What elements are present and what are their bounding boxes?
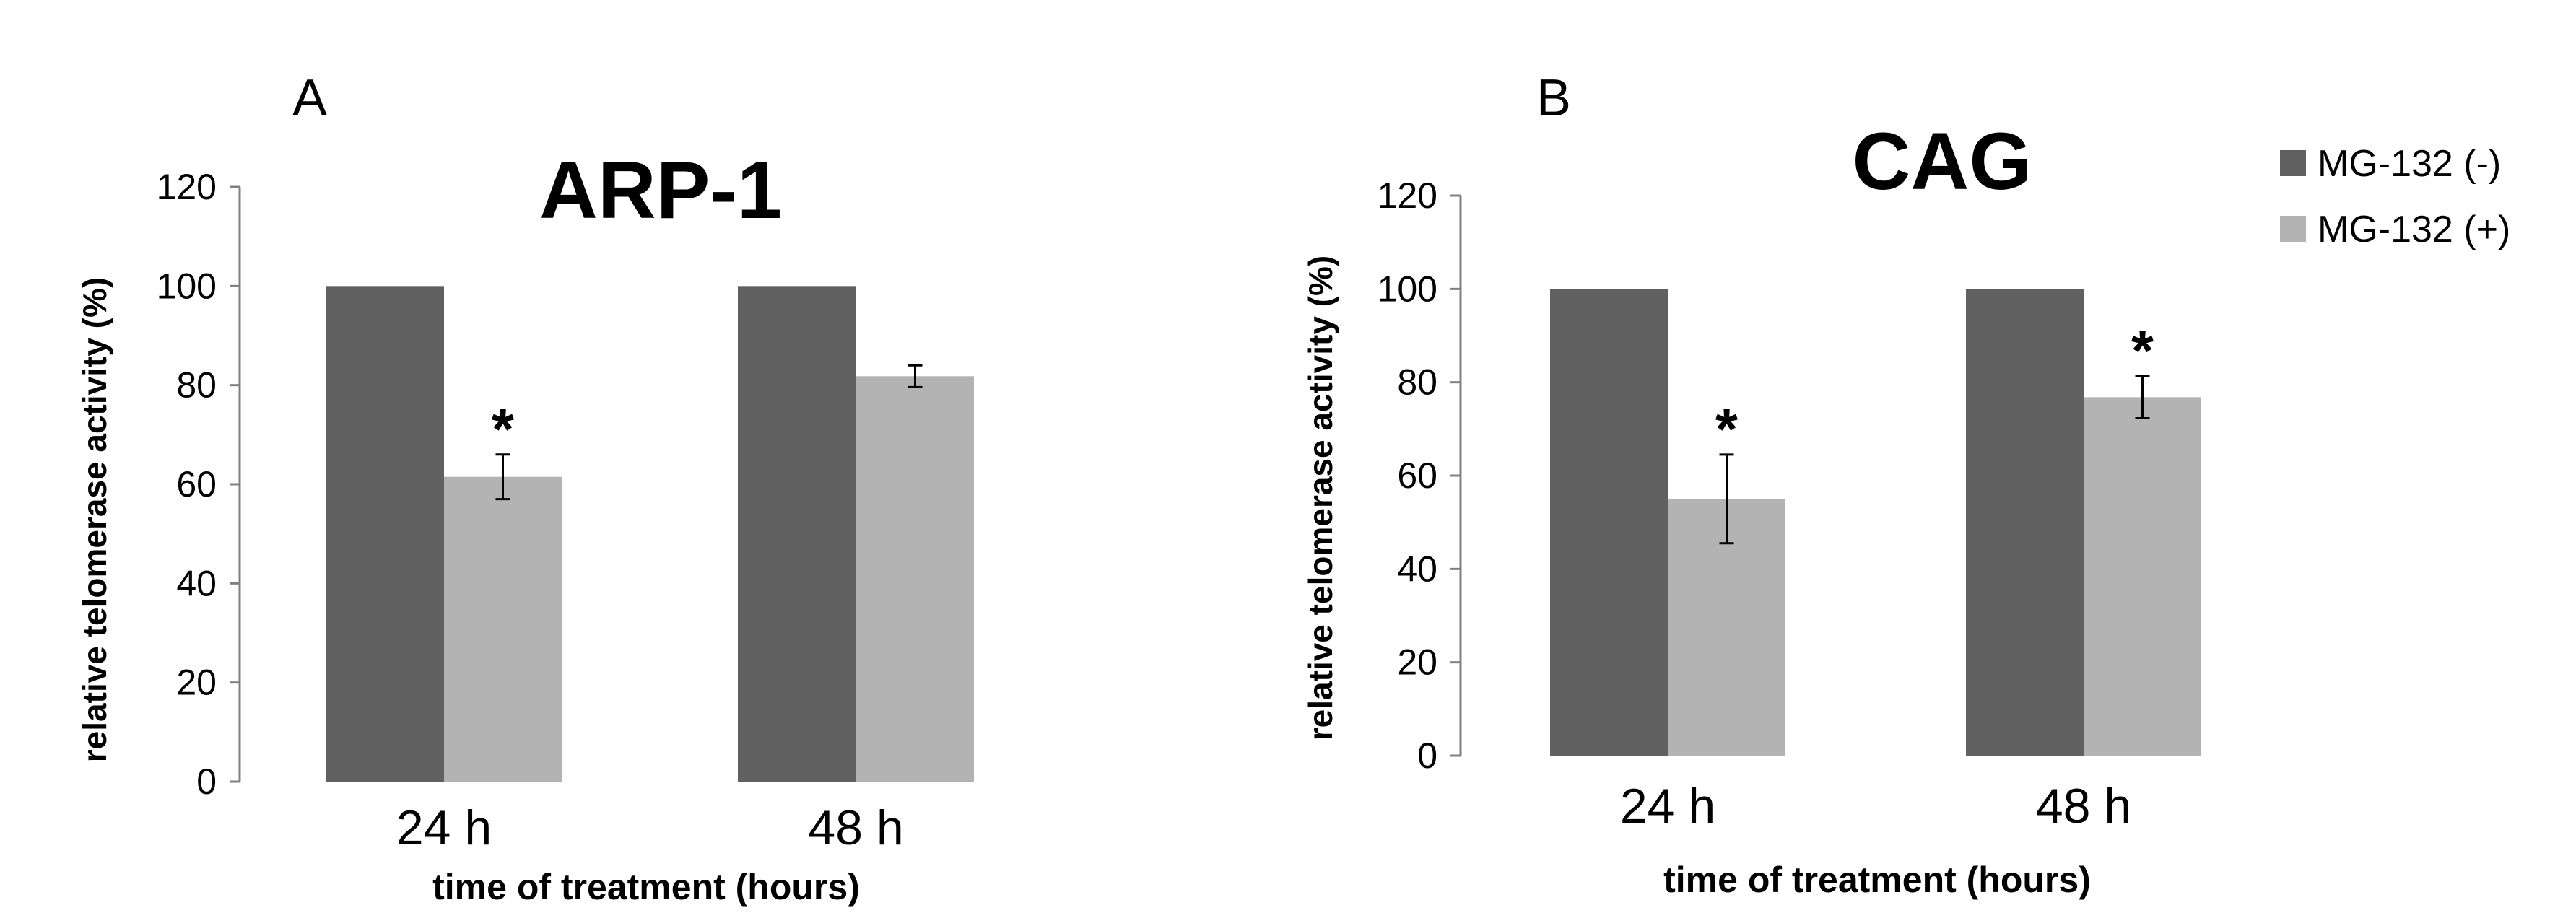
bars-a [326,286,974,782]
significance-star: * [1715,397,1739,461]
annotations-b: ** [1715,318,2154,545]
bars-b [1550,289,2201,756]
y-tick-label: 80 [1397,362,1437,403]
annotations-a: * [492,364,923,501]
y-tick-label: 100 [157,266,217,306]
panel-label-b: B [1536,69,1571,127]
axes-b: 0 20 40 60 80 100 120 24 h 48 h [1378,175,2132,834]
y-tick-label: 40 [1397,548,1437,589]
x-axis-label-a: time of treatment (hours) [432,867,860,907]
x-axis-label-b: time of treatment (hours) [1663,860,2091,900]
y-tick-label: 0 [1417,735,1437,776]
legend-label-mg132-minus: MG-132 (-) [2318,143,2501,185]
legend-label-mg132-plus: MG-132 (+) [2318,209,2510,250]
x-category-label: 24 h [1620,779,1715,834]
chart-title-a: ARP-1 [539,145,782,235]
legend-swatch-mg132-minus [2280,150,2306,176]
axes-a: 0 20 40 60 80 100 120 24 h 48 h [157,167,904,855]
chart-panel-b: B CAG time of treatment (hours) relative… [1302,69,2201,900]
chart-title-b: CAG [1853,116,2032,206]
legend-swatch-mg132-plus [2280,216,2306,242]
chart-panel-a: A ARP-1 time of treatment (hours) relati… [76,69,974,907]
y-tick-label: 80 [176,365,217,406]
y-axis-label-a: relative telomerase activity (%) [76,277,113,762]
y-axis-label-b: relative telomerase activity (%) [1302,255,1339,740]
significance-star: * [2131,318,2154,382]
y-tick-label: 60 [1397,455,1437,496]
bar-24h-series0 [326,286,444,782]
y-tick-label: 20 [176,663,217,703]
y-tick-label: 120 [1378,175,1437,216]
bar-48h-series0 [1966,289,2084,756]
y-tick-label: 40 [176,563,217,603]
y-tick-label: 20 [1397,642,1437,683]
x-category-label: 48 h [808,800,903,855]
bar-48h-series1 [2084,397,2201,756]
panel-label-a: A [292,69,327,127]
y-tick-label: 60 [176,464,217,504]
bar-24h-series0 [1550,289,1668,756]
significance-star: * [492,397,515,461]
bar-48h-series0 [738,286,856,782]
bar-24h-series1 [444,476,562,782]
bar-48h-series1 [856,376,974,782]
y-tick-label: 120 [157,167,217,207]
x-category-label: 24 h [396,800,492,855]
y-tick-label: 0 [196,761,217,802]
legend: MG-132 (-) MG-132 (+) [2280,143,2510,250]
x-category-label: 48 h [2036,779,2131,834]
y-tick-label: 100 [1378,268,1437,309]
